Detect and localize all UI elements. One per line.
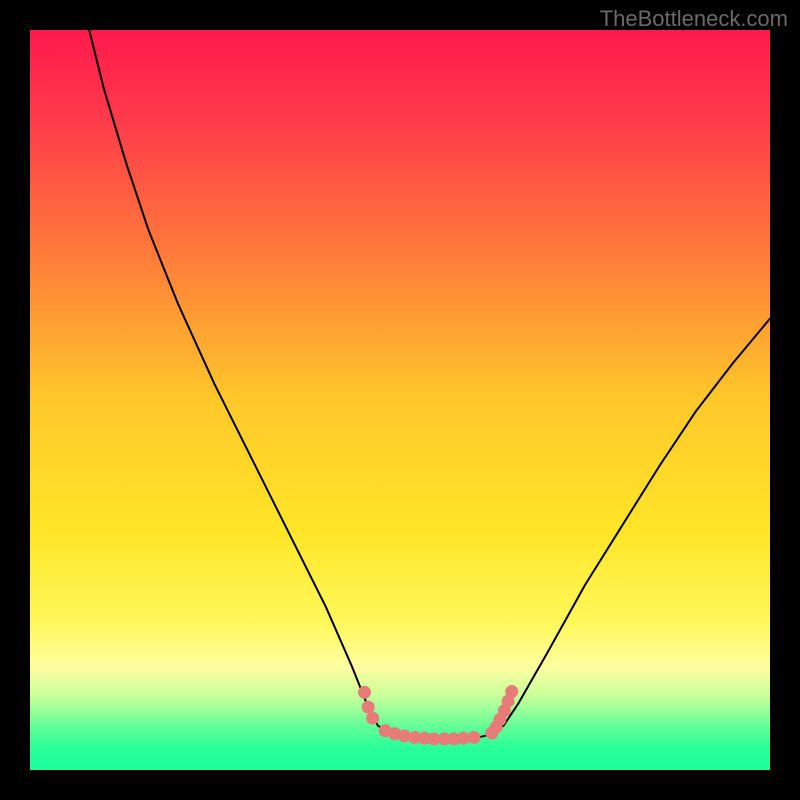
marker-dot: [468, 731, 481, 744]
marker-dot: [362, 701, 375, 714]
marker-dot: [358, 686, 371, 699]
plot-background: [30, 30, 770, 770]
plot-area: [30, 30, 770, 770]
plot-svg: [30, 30, 770, 770]
marker-dot: [505, 685, 518, 698]
watermark-text: TheBottleneck.com: [600, 6, 788, 32]
chart-frame: TheBottleneck.com: [0, 0, 800, 800]
marker-dot: [366, 712, 379, 725]
